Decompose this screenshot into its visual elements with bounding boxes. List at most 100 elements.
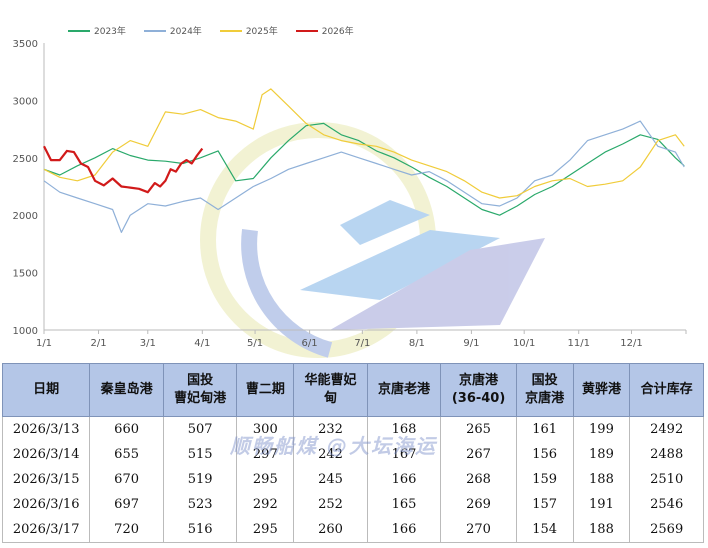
series-line-2026年 xyxy=(43,145,204,194)
table-cell: 2569 xyxy=(629,517,704,543)
table-cell: 168 xyxy=(366,416,442,442)
table-cell: 720 xyxy=(89,517,164,543)
x-tick-label: 4/1 xyxy=(194,338,210,349)
table-header-cell: 黄骅港 xyxy=(572,363,631,417)
table-header-cell: 曹二期 xyxy=(236,363,295,417)
table-header-cell: 国投 京唐港 xyxy=(515,363,574,417)
table-cell: 191 xyxy=(572,492,631,517)
table-cell: 252 xyxy=(293,492,368,517)
table-cell: 300 xyxy=(236,416,295,442)
table-row: 2026/3/15 670 519 295 245 166 268 159 188 2510 xyxy=(1,467,704,492)
chart-axes: 1000 1500 2000 2500 3000 3500 1/1 2/1 3/1 4/1 5/1 6… xyxy=(13,39,687,349)
table-cell: 2546 xyxy=(629,492,704,517)
inventory-table: 日期 秦皇岛港 国投 曹妃甸港 曹二期 华能曹妃甸京唐老港 京唐港 (36-40) 国投 京唐港黄… xyxy=(1,363,704,543)
legend-label: 2026年 xyxy=(321,27,354,37)
table-cell: 2026/3/13 xyxy=(1,416,91,442)
table-cell: 2026/3/17 xyxy=(1,517,91,543)
chart-svg: 1000 1500 2000 2500 3000 3500 1/1 2/1 3/1 4/1 5/1 6… xyxy=(13,39,687,358)
legend-label: 2025年 xyxy=(245,27,278,37)
table-header-cell: 国投 曹妃甸港 xyxy=(162,363,238,417)
table-cell: 519 xyxy=(162,467,238,492)
legend-item: 2025年 xyxy=(219,24,278,37)
y-tick-label: 2000 xyxy=(13,211,38,222)
table-cell: 292 xyxy=(236,492,295,517)
table-header-cell: 京唐港 (36-40) xyxy=(440,363,517,417)
x-tick-label: 5/1 xyxy=(247,338,263,349)
table-cell: 295 xyxy=(236,467,295,492)
x-tick-label: 11/1 xyxy=(567,338,589,349)
legend-swatch xyxy=(219,29,242,32)
table-row: 2026/3/17 720 516 295 260 166 270 154 188 2569 xyxy=(1,517,704,543)
table-cell: 269 xyxy=(440,492,517,517)
table-cell: 265 xyxy=(440,416,517,442)
table-cell: 297 xyxy=(236,442,295,467)
table-cell: 232 xyxy=(293,416,368,442)
table-cell: 188 xyxy=(572,517,631,543)
table-cell: 268 xyxy=(440,467,517,492)
table-cell: 188 xyxy=(572,467,631,492)
x-tick-label: 1/1 xyxy=(36,338,52,349)
ship-logo-watermark xyxy=(200,122,545,358)
legend-item: 2023年 xyxy=(68,24,126,37)
chart-series xyxy=(43,88,685,233)
table-cell: 660 xyxy=(89,416,164,442)
table-cell: 295 xyxy=(236,517,295,543)
legend-label: 2024年 xyxy=(169,27,202,37)
table-cell: 516 xyxy=(162,517,238,543)
table-cell: 260 xyxy=(293,517,368,543)
table-header-cell: 合计库存 xyxy=(629,363,704,417)
table-cell: 697 xyxy=(89,492,164,517)
y-tick-label: 1000 xyxy=(13,326,38,337)
table-cell: 2510 xyxy=(629,467,704,492)
table-cell: 159 xyxy=(515,467,574,492)
table-row: 2026/3/16 697 523 292 252 165 269 157 191 2546 xyxy=(1,492,704,517)
table-cell: 2492 xyxy=(629,416,704,442)
x-tick-label: 10/1 xyxy=(513,338,535,349)
table-cell: 199 xyxy=(572,416,631,442)
line-chart: 1000 1500 2000 2500 3000 3500 1/1 2/1 3/1 4/1 5/1 6… xyxy=(13,24,687,358)
x-tick-label: 7/1 xyxy=(354,338,370,349)
y-tick-label: 1500 xyxy=(13,269,38,280)
table-cell: 242 xyxy=(293,442,368,467)
x-tick-label: 2/1 xyxy=(90,338,106,349)
x-tick-label: 6/1 xyxy=(302,338,318,349)
x-tick-label: 3/1 xyxy=(140,338,156,349)
table-header-cell: 京唐老港 xyxy=(366,363,442,417)
x-tick-label: 12/1 xyxy=(620,338,642,349)
table-cell: 2026/3/14 xyxy=(1,442,91,467)
table-cell: 2026/3/16 xyxy=(1,492,91,517)
legend-item: 2026年 xyxy=(295,24,354,37)
watermark-text: 顺畅船煤 @大坛海运 xyxy=(230,434,437,458)
table-cell: 189 xyxy=(572,442,631,467)
table-cell: 270 xyxy=(440,517,517,543)
y-tick-label: 2500 xyxy=(13,154,38,165)
y-tick-label: 3500 xyxy=(13,39,38,50)
table-cell: 267 xyxy=(440,442,517,467)
table-cell: 167 xyxy=(366,442,442,467)
table-cell: 2488 xyxy=(629,442,704,467)
table-cell: 670 xyxy=(89,467,164,492)
legend-swatch xyxy=(295,29,318,32)
series-line-2024年 xyxy=(43,120,685,233)
table-cell: 655 xyxy=(89,442,164,467)
table-cell: 166 xyxy=(366,517,442,543)
table-cell: 157 xyxy=(515,492,574,517)
y-tick-label: 3000 xyxy=(13,96,38,107)
legend-label: 2023年 xyxy=(94,27,126,37)
table-cell: 523 xyxy=(162,492,238,517)
table-header-cell: 日期 xyxy=(1,363,91,417)
legend-swatch xyxy=(68,29,90,32)
table-header-row: 日期 秦皇岛港 国投 曹妃甸港 曹二期 华能曹妃甸京唐老港 京唐港 (36-40) 国投 京唐港黄… xyxy=(1,363,704,417)
table-cell: 166 xyxy=(366,467,442,492)
x-tick-label: 8/1 xyxy=(409,338,425,349)
table-cell: 2026/3/15 xyxy=(1,467,91,492)
table-header-cell: 秦皇岛港 xyxy=(89,363,164,417)
legend-swatch xyxy=(143,29,166,32)
table-cell: 161 xyxy=(515,416,574,442)
chart-legend: 2023年 2024年 2025年 2026年 xyxy=(68,24,354,37)
table-cell: 154 xyxy=(515,517,574,543)
table-header-cell: 华能曹妃甸 xyxy=(293,363,368,417)
legend-item: 2024年 xyxy=(143,24,202,37)
series-line-2025年 xyxy=(43,88,685,199)
